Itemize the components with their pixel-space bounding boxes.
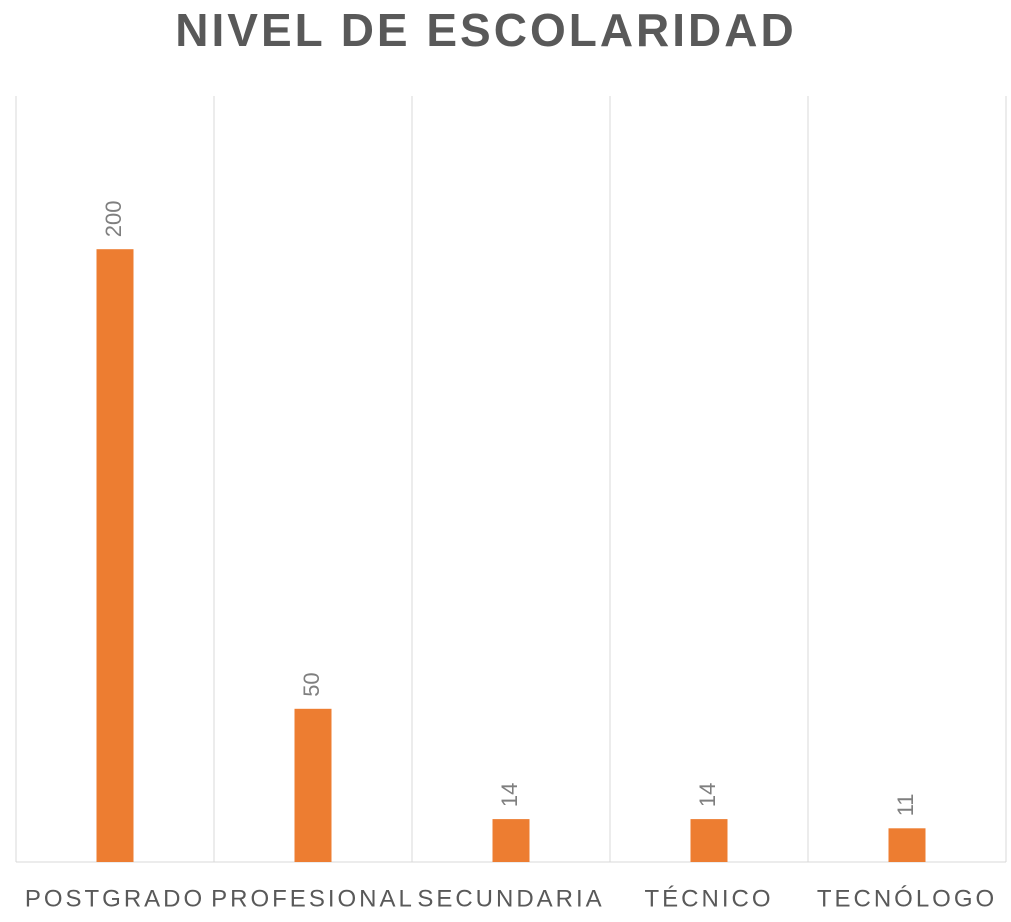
x-tick-label: SECUNDARIA xyxy=(417,885,604,912)
bar xyxy=(96,249,134,862)
data-label: 50 xyxy=(299,672,324,696)
data-label: 14 xyxy=(497,783,522,807)
chart-title: NIVEL DE ESCOLARIDAD xyxy=(175,4,796,56)
x-tick-label: TÉCNICO xyxy=(645,885,774,912)
x-tick-label: POSTGRADO xyxy=(25,885,205,912)
bar xyxy=(888,828,926,862)
bar xyxy=(294,708,332,862)
data-label: 200 xyxy=(101,200,126,237)
bar xyxy=(690,819,728,862)
data-label: 11 xyxy=(893,793,918,816)
x-tick-label: TECNÓLOGO xyxy=(817,885,997,912)
bar xyxy=(492,819,530,862)
x-tick-label: PROFESIONAL xyxy=(211,885,415,912)
data-label: 14 xyxy=(695,783,720,807)
